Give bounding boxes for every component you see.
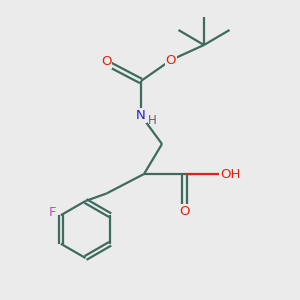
Text: O: O [166,53,176,67]
Text: OH: OH [220,167,241,181]
Text: F: F [49,206,56,219]
Text: O: O [101,55,112,68]
Text: H: H [148,114,157,128]
Text: O: O [179,205,190,218]
Text: N: N [136,109,146,122]
